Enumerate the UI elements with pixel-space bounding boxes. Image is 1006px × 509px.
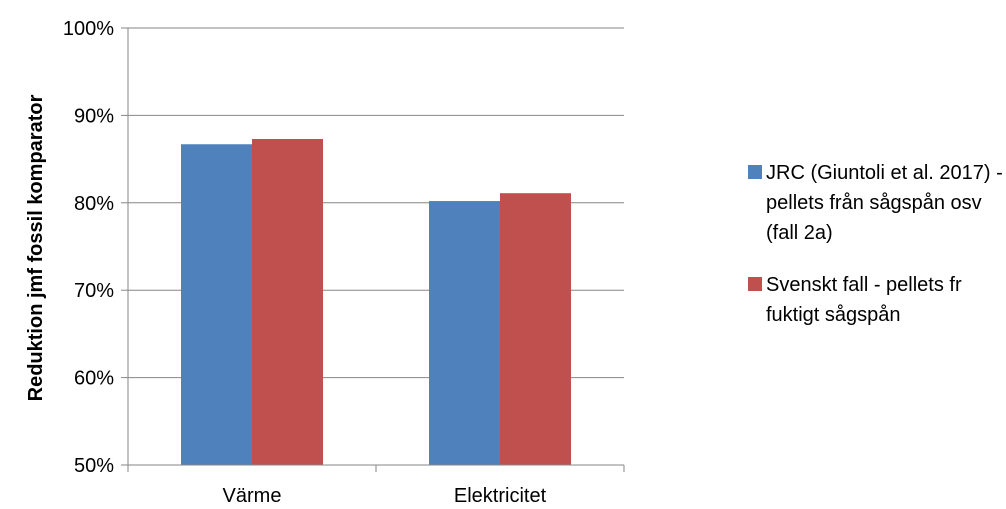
bar-svenskt-0 (252, 138, 323, 466)
bar-svenskt-1 (500, 193, 571, 465)
x-tick-labels: Värme Elektricitet (223, 485, 547, 507)
legend-label-svenskt: Svenskt fall - pellets fr fuktigt sågspå… (766, 274, 962, 326)
legend: JRC (Giuntoli et al. 2017) - pellets frå… (748, 158, 1003, 352)
y-tick-label: 60% (74, 368, 114, 390)
y-tick-label: 100% (63, 18, 114, 40)
legend-item-svenskt: Svenskt fall - pellets fr fuktigt sågspå… (748, 270, 1003, 330)
y-axis-title: Reduktion jmf fossil komparator (25, 94, 47, 401)
y-tick-label: 90% (74, 105, 114, 127)
x-tick-label: Elektricitet (454, 485, 547, 507)
axes (121, 27, 625, 472)
legend-label-jrc: JRC (Giuntoli et al. 2017) - pellets frå… (766, 162, 1003, 244)
bar-jrc-0 (181, 144, 252, 465)
bars (181, 138, 571, 466)
bar-jrc-1 (429, 201, 500, 465)
y-tick-label: 70% (74, 280, 114, 302)
legend-item-jrc: JRC (Giuntoli et al. 2017) - pellets frå… (748, 158, 1003, 248)
y-tick-label: 80% (74, 193, 114, 215)
x-tick-label: Värme (223, 485, 282, 507)
legend-swatch-jrc (748, 165, 762, 179)
legend-swatch-svenskt (748, 277, 762, 291)
y-tick-label: 50% (74, 455, 114, 477)
y-tick-labels: 50% 60% 70% 80% 90% 100% (63, 18, 114, 477)
